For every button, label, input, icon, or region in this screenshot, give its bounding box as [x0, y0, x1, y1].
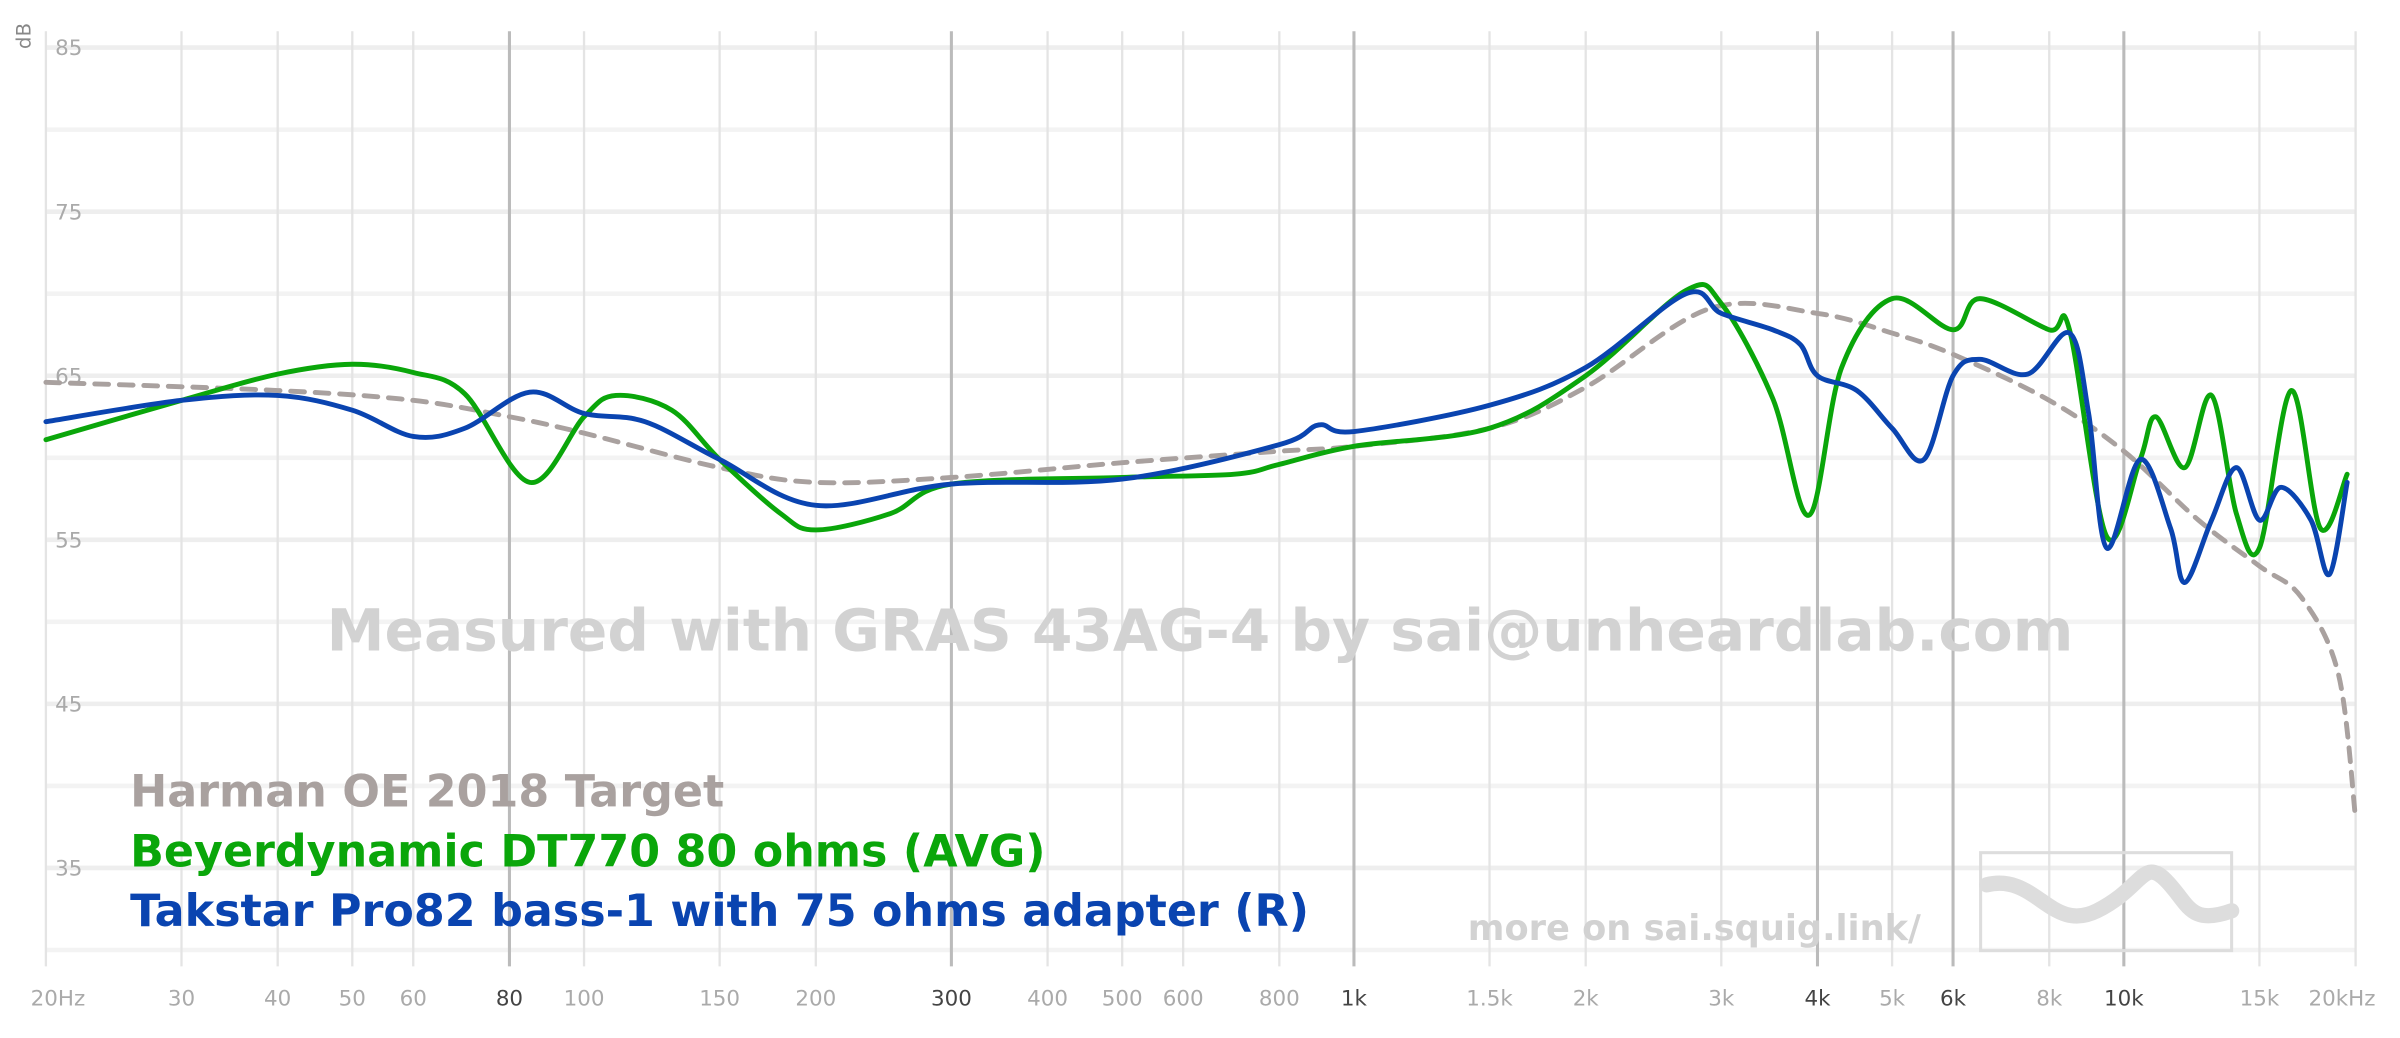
x-tick-label: 50 — [339, 987, 366, 1012]
y-tick-label: 35 — [55, 857, 82, 882]
x-tick-label: 150 — [699, 987, 740, 1012]
x-tick-label: 80 — [496, 987, 523, 1012]
x-tick-label: 3k — [1708, 987, 1735, 1012]
x-tick-label: 20Hz — [31, 987, 86, 1012]
x-tick-label: 200 — [795, 987, 836, 1012]
x-tick-label: 8k — [2036, 987, 2063, 1012]
x-tick-label: 100 — [564, 987, 605, 1012]
x-tick-label: 4k — [1804, 987, 1831, 1012]
x-tick-label: 6k — [1940, 987, 1967, 1012]
watermark: Measured with GRAS 43AG-4 by sai@unheard… — [327, 597, 2074, 665]
x-tick-label: 20kHz — [2309, 987, 2376, 1012]
series-line — [43, 282, 2350, 558]
y-tick-label: 55 — [55, 528, 82, 553]
x-tick-label: 2k — [1573, 987, 1600, 1012]
x-tick-label: 600 — [1163, 987, 1204, 1012]
y-axis-unit: dB — [13, 23, 36, 49]
footer: more on sai.squig.link/ — [1468, 908, 1921, 949]
x-tick-label: 60 — [400, 987, 427, 1012]
legend-entry: Harman OE 2018 Target — [130, 767, 724, 818]
x-tick-label: 5k — [1879, 987, 1906, 1012]
logo — [1979, 851, 2240, 953]
legend-entry: Takstar Pro82 bass-1 with 75 ohms adapte… — [130, 886, 1309, 937]
series-line — [43, 300, 2359, 822]
y-tick-label: 45 — [55, 693, 82, 718]
x-tick-label: 30 — [168, 987, 195, 1012]
y-tick-label: 85 — [55, 36, 82, 61]
x-tick-label: 15k — [2240, 987, 2280, 1012]
x-tick-label: 40 — [264, 987, 291, 1012]
x-tick-label: 500 — [1102, 987, 1143, 1012]
x-tick-label: 300 — [931, 987, 972, 1012]
x-tick-label: 400 — [1027, 987, 1068, 1012]
x-tick-label: 800 — [1259, 987, 1300, 1012]
x-tick-label: 1.5k — [1466, 987, 1513, 1012]
y-tick-label: 75 — [55, 200, 82, 225]
series-line — [43, 289, 2350, 585]
x-tick-label: 10k — [2104, 987, 2144, 1012]
x-tick-label: 1k — [1341, 987, 1368, 1012]
legend-entry: Beyerdynamic DT770 80 ohms (AVG) — [130, 826, 1045, 877]
